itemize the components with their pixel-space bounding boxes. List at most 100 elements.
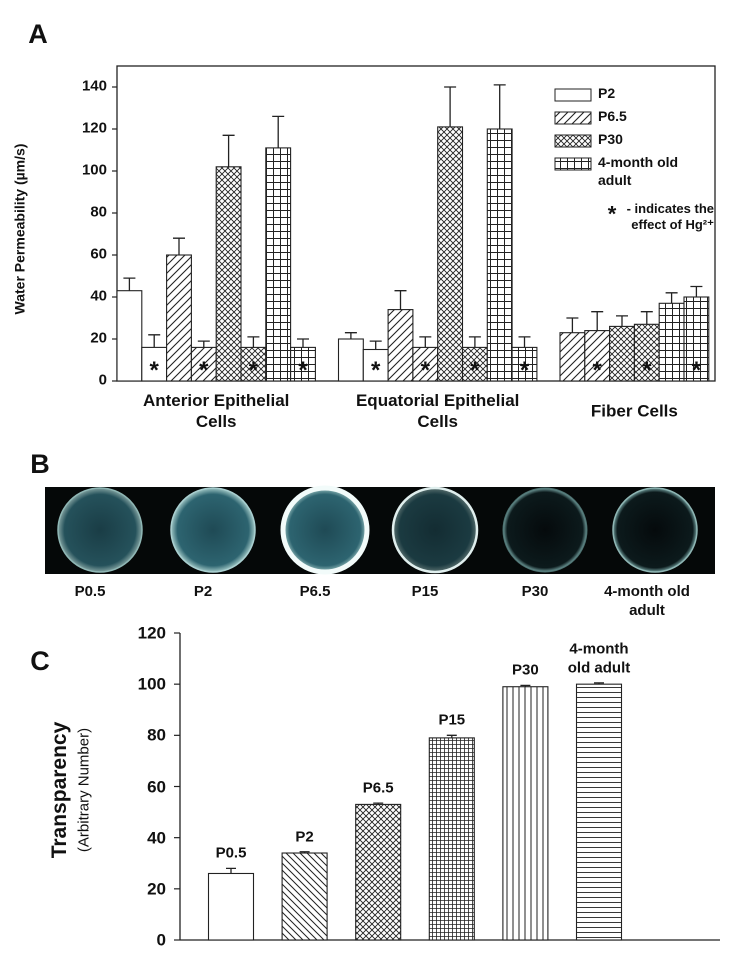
- y-axis-label: Water Permeability (µm/s): [11, 143, 28, 314]
- legend-swatch: [554, 88, 592, 102]
- bar: [337, 338, 364, 382]
- bar: [281, 852, 328, 941]
- error-bar: [591, 311, 604, 331]
- error-bar: [394, 290, 407, 310]
- bar: [387, 309, 414, 382]
- hg-marker: *: [642, 357, 652, 384]
- error-bar: [373, 802, 384, 805]
- bar: [502, 686, 549, 941]
- lens-photo: [280, 485, 370, 575]
- hg-marker: *: [371, 357, 381, 384]
- error-bar: [446, 734, 457, 738]
- legend-swatch: [554, 111, 592, 125]
- photo-caption: P0.5: [74, 583, 106, 600]
- error-bar: [493, 84, 506, 129]
- panel-label: C: [30, 646, 50, 677]
- error-bar: [344, 332, 357, 339]
- error-bar: [297, 338, 309, 348]
- panel-label: A: [28, 19, 48, 50]
- y-tick-label: 80: [90, 203, 107, 221]
- error-bar: [566, 317, 579, 333]
- legend-label: 4-month old adult: [598, 154, 679, 188]
- error-bar: [616, 315, 628, 327]
- legend-label: P6.5: [598, 108, 627, 124]
- bar-label: P15: [438, 711, 466, 729]
- error-bar: [148, 334, 161, 348]
- error-bar: [520, 684, 531, 687]
- lens-photo: [170, 487, 256, 573]
- bar: [215, 166, 242, 382]
- lens-photo: [57, 487, 143, 573]
- y-tick-label: 60: [147, 776, 166, 796]
- y-axis-sublabel: (Arbitrary Number): [75, 727, 93, 853]
- error-bar: [518, 336, 531, 348]
- y-tick-label: 120: [81, 119, 107, 137]
- y-tick-label: 40: [90, 287, 107, 305]
- bar: [355, 803, 402, 941]
- x-category-label: Fiber Cells: [590, 401, 678, 421]
- hg-bar: [584, 330, 611, 382]
- y-tick-label: 80: [147, 725, 166, 745]
- photo-caption: P6.5: [299, 583, 331, 600]
- lens-photo: [391, 486, 479, 574]
- hg-marker: *: [592, 357, 602, 384]
- y-tick-label: 0: [98, 371, 107, 389]
- error-bar: [444, 86, 457, 127]
- bar-label: P2: [295, 827, 314, 845]
- bar: [609, 325, 635, 382]
- bar: [559, 332, 586, 382]
- error-bar: [197, 340, 210, 348]
- photo-caption: 4-month old adult: [604, 583, 690, 619]
- photo-strip: [45, 487, 715, 574]
- hg-marker: *: [199, 357, 209, 384]
- y-tick-label: 20: [90, 329, 107, 347]
- error-bar: [419, 336, 432, 348]
- hg-marker: *: [691, 357, 702, 384]
- y-tick-label: 100: [81, 161, 107, 179]
- error-bar: [173, 237, 185, 255]
- error-bar: [226, 867, 236, 874]
- lens-photo: [612, 487, 698, 573]
- hg-marker: *: [470, 357, 480, 384]
- error-bar: [640, 311, 653, 325]
- bar: [575, 683, 623, 941]
- bar-label: P30: [512, 661, 539, 679]
- error-bar: [222, 134, 235, 167]
- legend-marker: *: [607, 201, 617, 227]
- hg-bar: [190, 346, 217, 382]
- bar: [265, 147, 292, 382]
- y-tick-label: 20: [147, 879, 166, 899]
- legend-note: - indicates the effect of Hg²⁺: [626, 201, 714, 233]
- hg-marker: *: [519, 357, 530, 384]
- legend-label: P2: [598, 85, 616, 101]
- photo-caption: P2: [193, 583, 213, 600]
- x-category-label: Anterior Epithelial Cells: [142, 390, 290, 431]
- error-bar: [369, 340, 382, 350]
- x-category-label: Equatorial Epithelial Cells: [355, 390, 520, 431]
- y-tick-label: 40: [147, 828, 166, 848]
- photo-caption: P30: [521, 583, 549, 600]
- bar: [116, 290, 143, 382]
- bar-label: 4-month old adult: [567, 640, 631, 677]
- y-tick-label: 100: [137, 674, 166, 694]
- y-tick-label: 140: [81, 77, 107, 95]
- y-axis-label: Transparency: [47, 721, 71, 859]
- hg-bar: [412, 346, 439, 382]
- panel-label: B: [30, 449, 50, 480]
- lens-photo: [502, 487, 588, 573]
- bar: [207, 872, 255, 941]
- y-tick-label: 0: [156, 930, 166, 950]
- error-bar: [299, 851, 310, 854]
- error-bar: [665, 292, 678, 304]
- bar-label: P6.5: [362, 779, 394, 797]
- error-bar: [690, 285, 703, 297]
- bar: [658, 302, 685, 382]
- legend-label: P30: [598, 131, 623, 147]
- y-tick-label: 120: [137, 623, 166, 643]
- bar-label: P0.5: [215, 844, 247, 862]
- bar: [166, 254, 192, 382]
- error-bar: [468, 336, 481, 348]
- hg-marker: *: [149, 357, 159, 384]
